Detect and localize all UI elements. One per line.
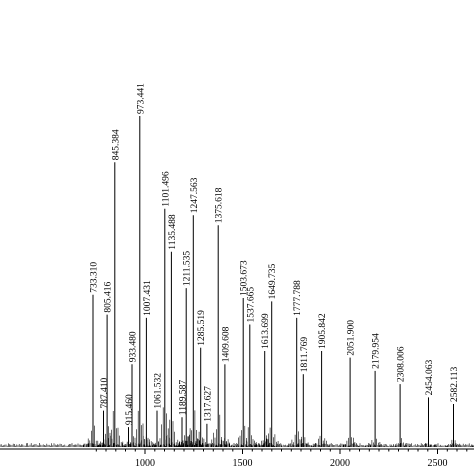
peak-label: 2179.954 xyxy=(372,333,382,369)
peak-label: 1537.665 xyxy=(246,287,256,323)
peak-label: 2582.113 xyxy=(450,366,460,402)
peak-label: 2308.006 xyxy=(397,346,407,382)
peak-label: 845.384 xyxy=(111,129,121,160)
peak-label: 973.441 xyxy=(136,83,146,114)
peak-label: 1135.488 xyxy=(168,214,178,250)
peak-label: 1211.535 xyxy=(183,251,193,287)
peak-label: 1777.788 xyxy=(293,280,303,316)
x-axis-ticks: 10001500200025003000 xyxy=(95,449,468,469)
noise-trace xyxy=(0,407,474,447)
peak-label: 1189.587 xyxy=(179,380,189,416)
peak-label: 1503.673 xyxy=(240,260,250,296)
peak-label: 2454.063 xyxy=(425,360,435,396)
peak-labels-layer: 733.310 787.410 805.416 845.384 915.460 933.4… xyxy=(90,83,461,425)
peak-label: 1649.735 xyxy=(268,264,278,300)
peak-label: 933.480 xyxy=(129,331,139,362)
peak-label: 915.460 xyxy=(125,394,135,425)
peak-label: 1317.627 xyxy=(203,386,213,422)
peak-label: 1409.608 xyxy=(221,326,231,362)
peak-label: 1613.699 xyxy=(261,313,271,349)
peak-label: 1811.769 xyxy=(300,337,310,373)
x-tick-label: 1500 xyxy=(233,458,253,469)
peak-label: 805.416 xyxy=(104,281,114,312)
peak-label: 1247.563 xyxy=(190,177,200,213)
x-tick-label: 2500 xyxy=(428,458,448,469)
x-tick-label: 2000 xyxy=(330,458,350,469)
peak-label: 787.410 xyxy=(100,377,110,408)
peak-label: 1007.431 xyxy=(143,280,153,316)
peak-label: 1101.496 xyxy=(161,171,171,207)
peak-label: 1285.519 xyxy=(197,310,207,346)
peaks-layer xyxy=(92,116,454,447)
peak-label: 1375.618 xyxy=(215,187,225,223)
peak-label: 1905.842 xyxy=(318,313,328,349)
peak-label: 733.310 xyxy=(90,262,100,293)
baseline-noise xyxy=(0,407,474,447)
peak-label: 2051.900 xyxy=(347,320,357,356)
x-tick-label: 1000 xyxy=(135,458,155,469)
peak-label: 1061.532 xyxy=(154,373,164,409)
